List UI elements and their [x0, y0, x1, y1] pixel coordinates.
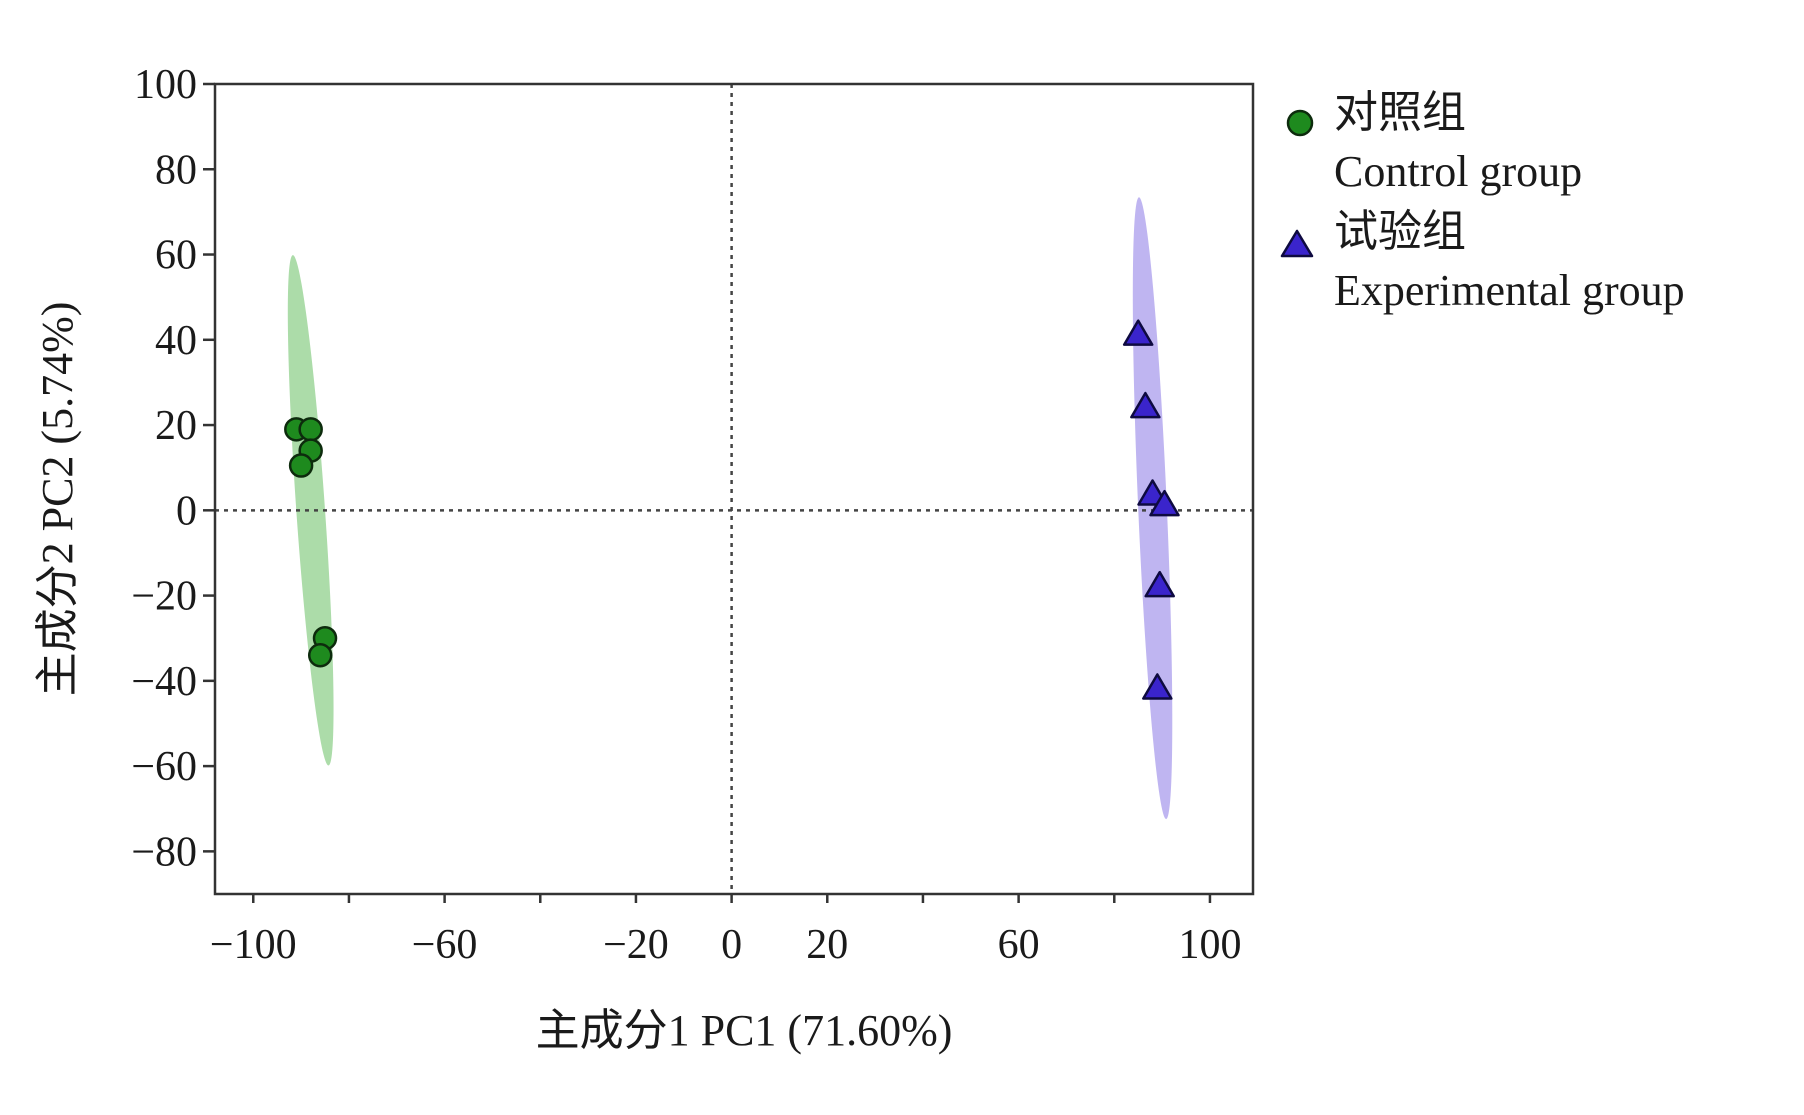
y-tick-label: −80	[131, 829, 197, 875]
legend-marker-control	[1286, 109, 1314, 137]
legend: 对照组 Control group 试验组 Experimental group	[1280, 88, 1685, 315]
point-series-1-6	[307, 643, 333, 668]
y-tick-label: 60	[155, 233, 197, 279]
x-tick-label: 0	[721, 922, 742, 968]
point-series-2-5	[1144, 570, 1175, 598]
y-tick-label: 20	[155, 403, 197, 449]
y-tick-label: −60	[131, 744, 197, 790]
x-axis-label: 主成分1 PC1 (71.60%)	[536, 1006, 953, 1055]
legend-label-control-cn: 对照组	[1334, 88, 1466, 137]
legend-label-control-en: Control group	[1334, 147, 1582, 196]
x-tick-label: −20	[603, 922, 669, 968]
legend-marker-experimental	[1280, 229, 1314, 258]
confidence-ellipses	[287, 197, 1173, 820]
legend-label-experimental-cn: 试验组	[1334, 207, 1466, 256]
y-tick-label: 80	[155, 147, 197, 193]
data-points	[284, 319, 1180, 700]
point-series-2-6	[1142, 673, 1173, 700]
reference-lines	[215, 84, 1253, 894]
y-tick-label: 40	[155, 318, 197, 364]
plot-frame	[213, 82, 1255, 896]
x-tick-label: 100	[1178, 922, 1241, 968]
y-tick-label: −40	[131, 659, 197, 705]
y-tick-label: 0	[176, 488, 197, 534]
x-tick-label: 60	[998, 922, 1040, 968]
y-axis-ticks: −80 −60 −40 −20 0 20 40 60 80 100	[131, 62, 215, 875]
x-tick-label: 20	[806, 922, 848, 968]
y-axis-label: 主成分2 PC2 (5.74%)	[33, 302, 82, 697]
point-series-2-2	[1130, 391, 1161, 419]
x-axis-ticks: −100 −60 −20 0 20 60 100	[210, 894, 1241, 968]
point-series-1-4	[288, 453, 314, 478]
ellipse-series-2	[1132, 197, 1173, 820]
point-series-1-2	[298, 417, 323, 442]
point-series-2-1	[1122, 319, 1154, 346]
legend-label-experimental-en: Experimental group	[1334, 266, 1685, 315]
y-tick-label: −20	[131, 574, 197, 620]
point-series-2-4	[1149, 489, 1180, 517]
y-tick-label: 100	[134, 62, 197, 108]
x-tick-label: −100	[210, 922, 297, 968]
x-tick-label: −60	[412, 922, 478, 968]
